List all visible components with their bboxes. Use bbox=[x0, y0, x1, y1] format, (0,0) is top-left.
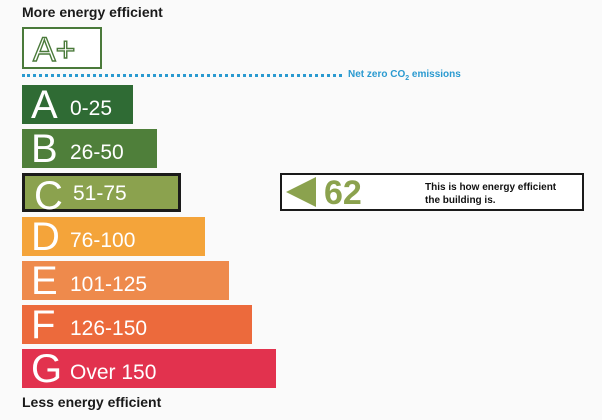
band-letter: A bbox=[31, 83, 58, 127]
rating-band-a-plus-letter: A+ bbox=[32, 30, 76, 69]
net-zero-subscript: 2 bbox=[405, 75, 410, 82]
current-rating-description: This is how energy efficient the buildin… bbox=[425, 181, 575, 207]
rating-band-a-plus: A+ bbox=[22, 27, 102, 70]
band-letter: E bbox=[31, 259, 58, 303]
description-line-1: This is how energy efficient bbox=[425, 182, 557, 193]
band-range: 51-75 bbox=[73, 182, 127, 205]
net-zero-prefix: Net zero CO bbox=[348, 69, 406, 80]
current-rating-value: 62 bbox=[324, 174, 362, 212]
net-zero-suffix: emissions bbox=[409, 69, 461, 80]
rating-band-a: A 0-25 bbox=[22, 83, 133, 127]
description-line-2: the building is. bbox=[425, 195, 496, 206]
net-zero-label: Net zero CO2 emissions bbox=[348, 69, 461, 82]
band-letter: D bbox=[31, 215, 60, 259]
rating-band-f: F 126-150 bbox=[22, 303, 252, 347]
band-letter: G bbox=[31, 347, 63, 391]
band-range: 0-25 bbox=[70, 97, 113, 120]
band-letter: C bbox=[34, 174, 63, 218]
band-range: 76-100 bbox=[70, 229, 136, 252]
band-range: 26-50 bbox=[70, 141, 124, 164]
band-range: 101-125 bbox=[70, 273, 148, 296]
band-letter: B bbox=[31, 127, 58, 171]
rating-band-c: C 51-75 bbox=[22, 173, 181, 218]
rating-band-b: B 26-50 bbox=[22, 127, 157, 171]
band-letter: F bbox=[31, 303, 56, 347]
net-zero-divider bbox=[22, 74, 342, 77]
band-range: 126-150 bbox=[70, 317, 148, 340]
band-range: Over 150 bbox=[70, 361, 157, 384]
current-rating-indicator: 62 This is how energy efficient the buil… bbox=[280, 173, 584, 212]
more-efficient-label: More energy efficient bbox=[22, 4, 163, 20]
less-efficient-label: Less energy efficient bbox=[22, 394, 162, 410]
rating-band-e: E 101-125 bbox=[22, 259, 229, 303]
rating-arrow-icon bbox=[286, 177, 316, 207]
rating-band-g: G Over 150 bbox=[22, 347, 276, 391]
rating-band-d: D 76-100 bbox=[22, 215, 205, 259]
